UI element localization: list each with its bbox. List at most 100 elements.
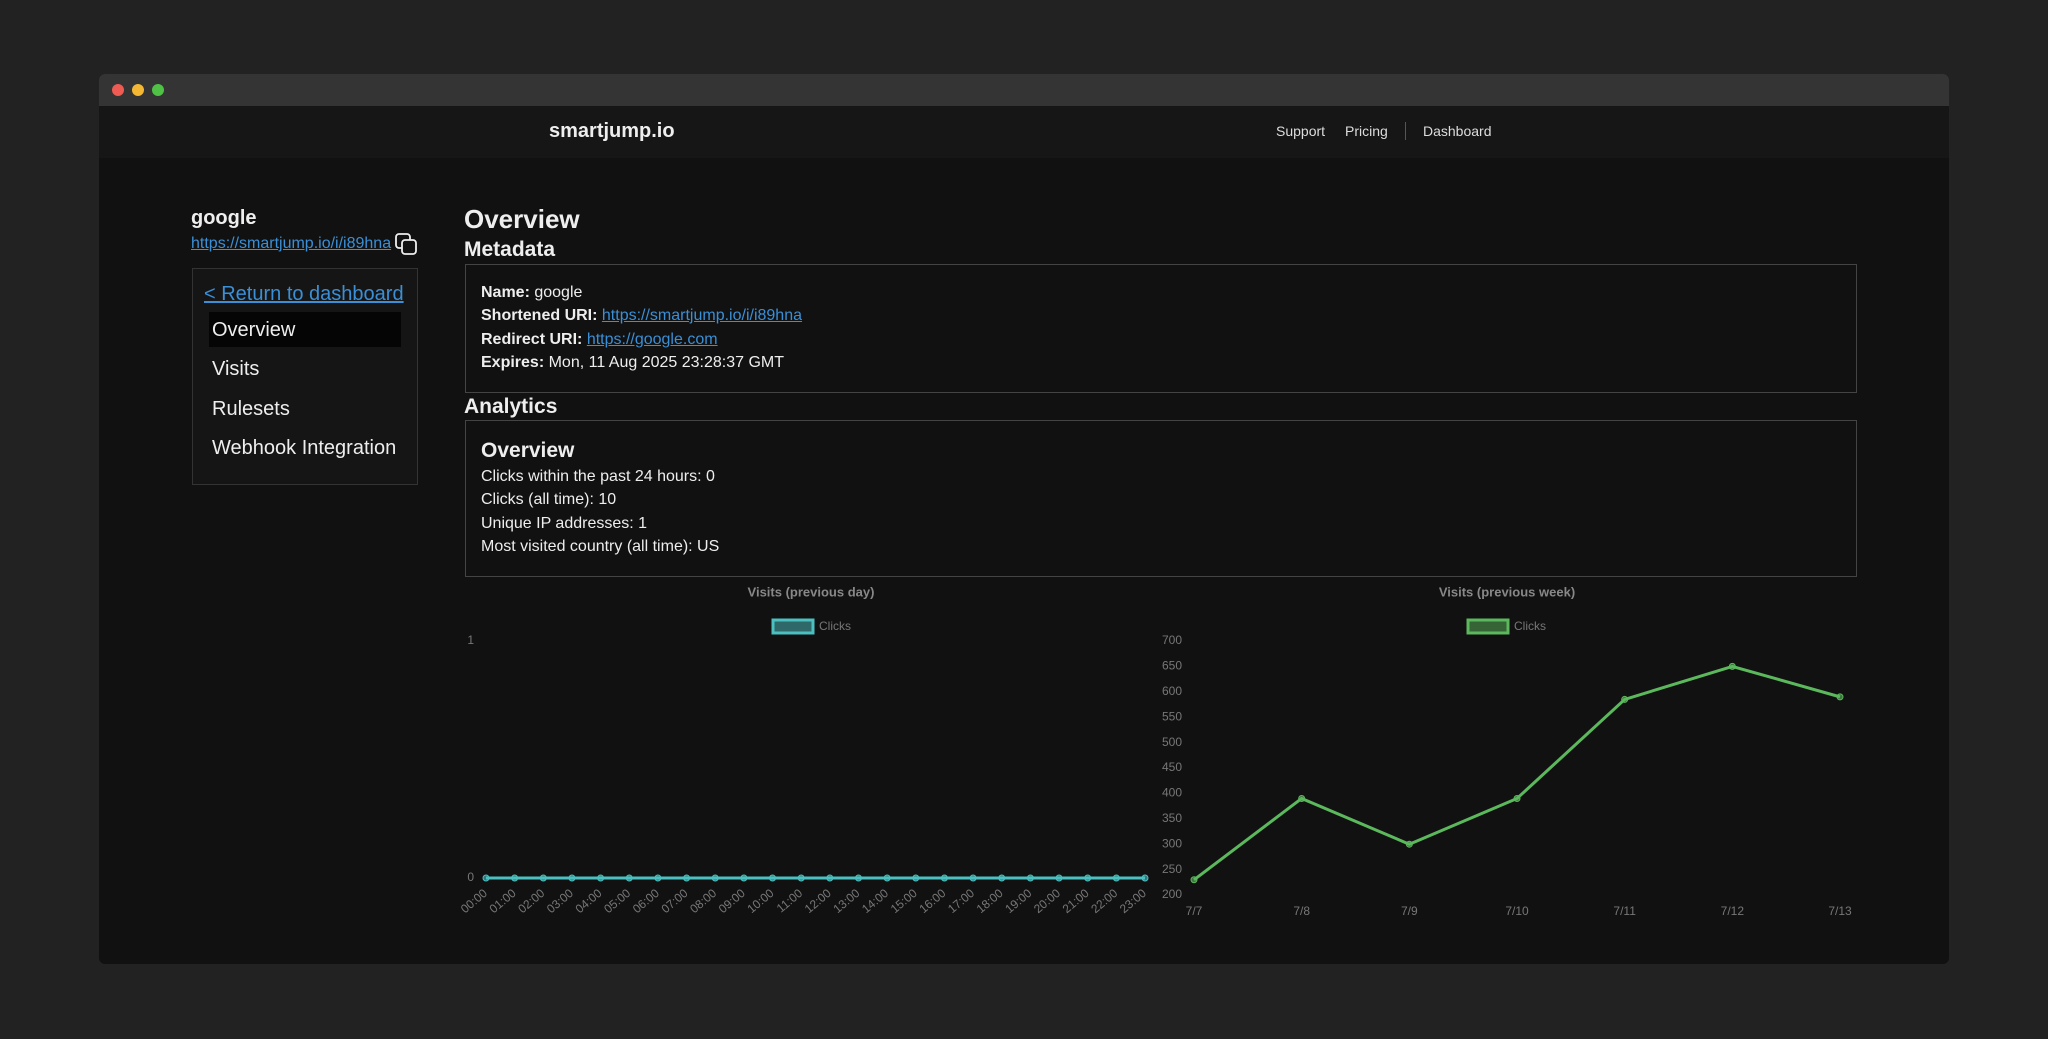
data-point <box>1298 794 1306 802</box>
data-point <box>1836 693 1844 701</box>
section-heading: Analytics <box>464 395 558 418</box>
field-value: Mon, 11 Aug 2025 23:28:37 GMT <box>548 354 785 371</box>
title-bar <box>99 74 1949 106</box>
return-link[interactable]: < Return to dashboard <box>204 283 404 305</box>
data-point <box>969 874 977 882</box>
maximize-button[interactable] <box>152 84 164 96</box>
chart-title: Visits (previous week) <box>1439 584 1575 599</box>
data-point <box>482 874 490 882</box>
data-point <box>883 874 891 882</box>
legend-swatch <box>771 618 815 635</box>
data-point <box>912 874 920 882</box>
data-point <box>1055 874 1063 882</box>
x-tick-label: 14:00 <box>859 886 891 916</box>
metadata-row: Redirect URI: https://google.com <box>481 330 718 349</box>
sidebar-item[interactable]: Visits <box>212 358 260 380</box>
brand[interactable]: smartjump.io <box>549 120 675 142</box>
x-tick-label: 16:00 <box>916 886 948 916</box>
sidebar-item[interactable]: Overview <box>212 319 296 341</box>
stat-line: Most visited country (all time): US <box>481 538 720 555</box>
y-tick-label: 400 <box>1162 786 1182 800</box>
data-point <box>1405 840 1413 848</box>
y-tick-label: 300 <box>1162 836 1182 850</box>
x-tick-label: 7/11 <box>1613 904 1636 918</box>
active-item-bg <box>209 312 401 347</box>
browser-window: smartjump.io Support Pricing Dashboard <box>99 74 1949 964</box>
sidebar-item[interactable]: Rulesets <box>212 398 290 420</box>
y-tick-label: 600 <box>1162 684 1182 698</box>
data-point <box>511 874 519 882</box>
data-point <box>998 874 1006 882</box>
x-tick-label: 7/8 <box>1293 904 1310 918</box>
x-tick-label: 02:00 <box>515 886 547 916</box>
metadata-row: Name: google <box>481 283 582 302</box>
y-tick-label: 200 <box>1162 887 1182 901</box>
x-tick-label: 21:00 <box>1060 886 1092 916</box>
metadata-row: Shortened URI: https://smartjump.io/i/i8… <box>481 306 802 325</box>
copy-icon[interactable] <box>394 232 418 256</box>
nav-separator <box>1405 122 1406 140</box>
legend-label: Clicks <box>819 619 851 633</box>
metadata-box <box>465 264 1857 393</box>
nav-link[interactable]: Support <box>1276 123 1326 139</box>
y-tick-label: 450 <box>1162 760 1182 774</box>
short-link[interactable]: https://smartjump.io/i/i89hna <box>191 235 392 252</box>
field-value[interactable]: https://smartjump.io/i/i89hna <box>601 307 802 324</box>
nav-link[interactable]: Dashboard <box>1423 123 1492 139</box>
metadata-row: Expires: Mon, 11 Aug 2025 23:28:37 GMT <box>481 353 784 372</box>
stat-line: Clicks within the past 24 hours: 0 <box>481 468 715 485</box>
y-tick-label: 0 <box>467 870 474 884</box>
x-tick-label: 05:00 <box>601 886 633 916</box>
x-tick-label: 15:00 <box>888 886 920 916</box>
stat-line: Clicks (all time): 10 <box>481 491 617 508</box>
x-tick-label: 08:00 <box>687 886 719 916</box>
x-tick-label: 09:00 <box>716 886 748 916</box>
y-tick-label: 650 <box>1162 659 1182 673</box>
field-value: google <box>534 284 583 301</box>
data-point <box>826 874 834 882</box>
close-button[interactable] <box>112 84 124 96</box>
field-label: Name: <box>481 284 530 301</box>
x-tick-label: 03:00 <box>544 886 576 916</box>
data-point <box>625 874 633 882</box>
x-tick-label: 04:00 <box>573 886 605 916</box>
data-point <box>797 874 805 882</box>
section-heading: Metadata <box>464 238 556 261</box>
field-label: Shortened URI: <box>481 307 598 324</box>
sidebar <box>192 268 418 485</box>
x-tick-label: 7/7 <box>1186 904 1203 918</box>
field-value[interactable]: https://google.com <box>586 331 718 348</box>
x-tick-label: 23:00 <box>1117 886 1149 916</box>
data-point <box>854 874 862 882</box>
page-title: Overview <box>464 204 580 234</box>
nav-link[interactable]: Pricing <box>1345 123 1388 139</box>
field-label: Redirect URI: <box>481 331 583 348</box>
stat-line: Unique IP addresses: 1 <box>481 515 648 532</box>
analytics-box <box>465 420 1857 577</box>
sidebar-item[interactable]: Webhook Integration <box>212 437 397 459</box>
x-tick-label: 7/12 <box>1721 904 1745 918</box>
x-tick-label: 01:00 <box>487 886 519 916</box>
data-point <box>654 874 662 882</box>
y-tick-label: 350 <box>1162 811 1182 825</box>
data-point <box>1026 874 1034 882</box>
data-point <box>1141 874 1149 882</box>
data-point <box>683 874 691 882</box>
data-point <box>1084 874 1092 882</box>
link-name: google <box>191 207 257 229</box>
field-label: Expires: <box>481 354 545 371</box>
x-tick-label: 7/10 <box>1505 904 1529 918</box>
legend-label: Clicks <box>1514 619 1546 633</box>
x-tick-label: 13:00 <box>830 886 862 916</box>
data-point <box>740 874 748 882</box>
x-tick-label: 18:00 <box>974 886 1006 916</box>
nav-bar: smartjump.io Support Pricing Dashboard <box>99 106 1949 158</box>
x-tick-label: 07:00 <box>659 886 691 916</box>
minimize-button[interactable] <box>132 84 144 96</box>
y-tick-label: 550 <box>1162 709 1182 723</box>
data-point <box>597 874 605 882</box>
x-tick-label: 17:00 <box>945 886 977 916</box>
series-line <box>1193 664 1841 881</box>
